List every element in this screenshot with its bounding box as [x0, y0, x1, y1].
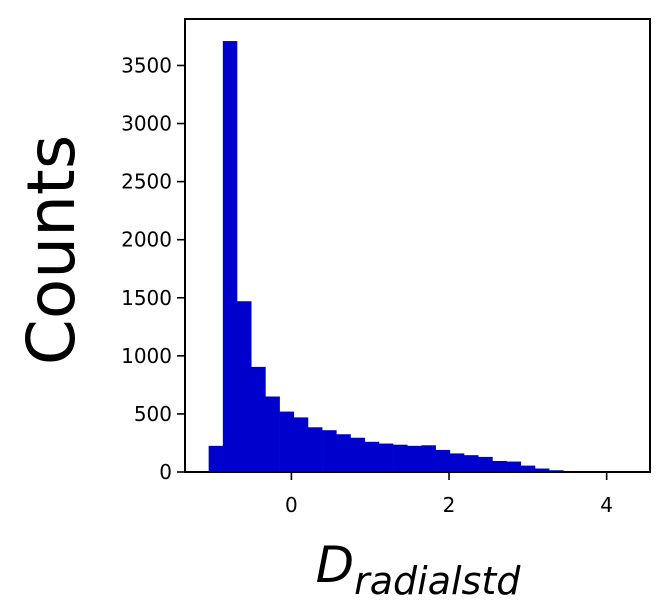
- histogram-bar: [435, 449, 451, 472]
- y-tick-label: 3500: [121, 53, 172, 77]
- x-tick-label: 0: [285, 493, 298, 517]
- histogram-bar: [251, 366, 266, 472]
- histogram-bar: [534, 468, 550, 472]
- y-tick-label: 1500: [121, 286, 172, 310]
- histogram-bar: [322, 430, 337, 472]
- y-tick-label: 2000: [121, 228, 172, 252]
- histogram-bar: [378, 443, 394, 472]
- histogram-bar: [464, 455, 479, 472]
- histogram-bar: [449, 453, 465, 472]
- histogram-bar: [208, 445, 224, 472]
- histogram-bar: [421, 445, 436, 472]
- y-axis-ticks: 0 500 1000 1500 2000 2500 3000 3500: [121, 53, 185, 484]
- histogram-bar: [393, 444, 408, 472]
- y-tick-label: 500: [134, 402, 172, 426]
- histogram-bar: [520, 465, 536, 472]
- histogram-bar: [336, 434, 351, 472]
- histogram-bar: [222, 41, 238, 473]
- histogram-bar: [237, 301, 252, 472]
- y-tick-label: 0: [159, 460, 172, 484]
- x-axis-ticks: 0 2 4: [285, 472, 613, 517]
- y-tick-label: 3000: [121, 112, 172, 136]
- x-tick-label: 2: [443, 493, 456, 517]
- histogram-bar: [364, 441, 380, 472]
- y-axis-label: Counts: [13, 135, 90, 365]
- x-axis-label: Dradialstd: [316, 536, 522, 603]
- x-axis-label-main: D: [316, 536, 355, 594]
- x-axis-label-subscript: radialstd: [354, 559, 521, 603]
- histogram-bar: [293, 417, 309, 472]
- histogram-bar: [307, 427, 323, 472]
- histogram-bar: [265, 396, 280, 472]
- histogram-bar: [478, 456, 493, 472]
- histogram-bar: [279, 411, 295, 472]
- histogram-bar: [407, 445, 422, 472]
- x-tick-label: 4: [600, 493, 613, 517]
- y-tick-label: 1000: [121, 344, 172, 368]
- histogram-bar: [492, 460, 507, 472]
- y-tick-label: 2500: [121, 170, 172, 194]
- histogram-bars: [208, 41, 635, 473]
- plot-frame: [184, 18, 651, 473]
- histogram-bar: [506, 461, 522, 472]
- histogram-bar: [350, 437, 365, 472]
